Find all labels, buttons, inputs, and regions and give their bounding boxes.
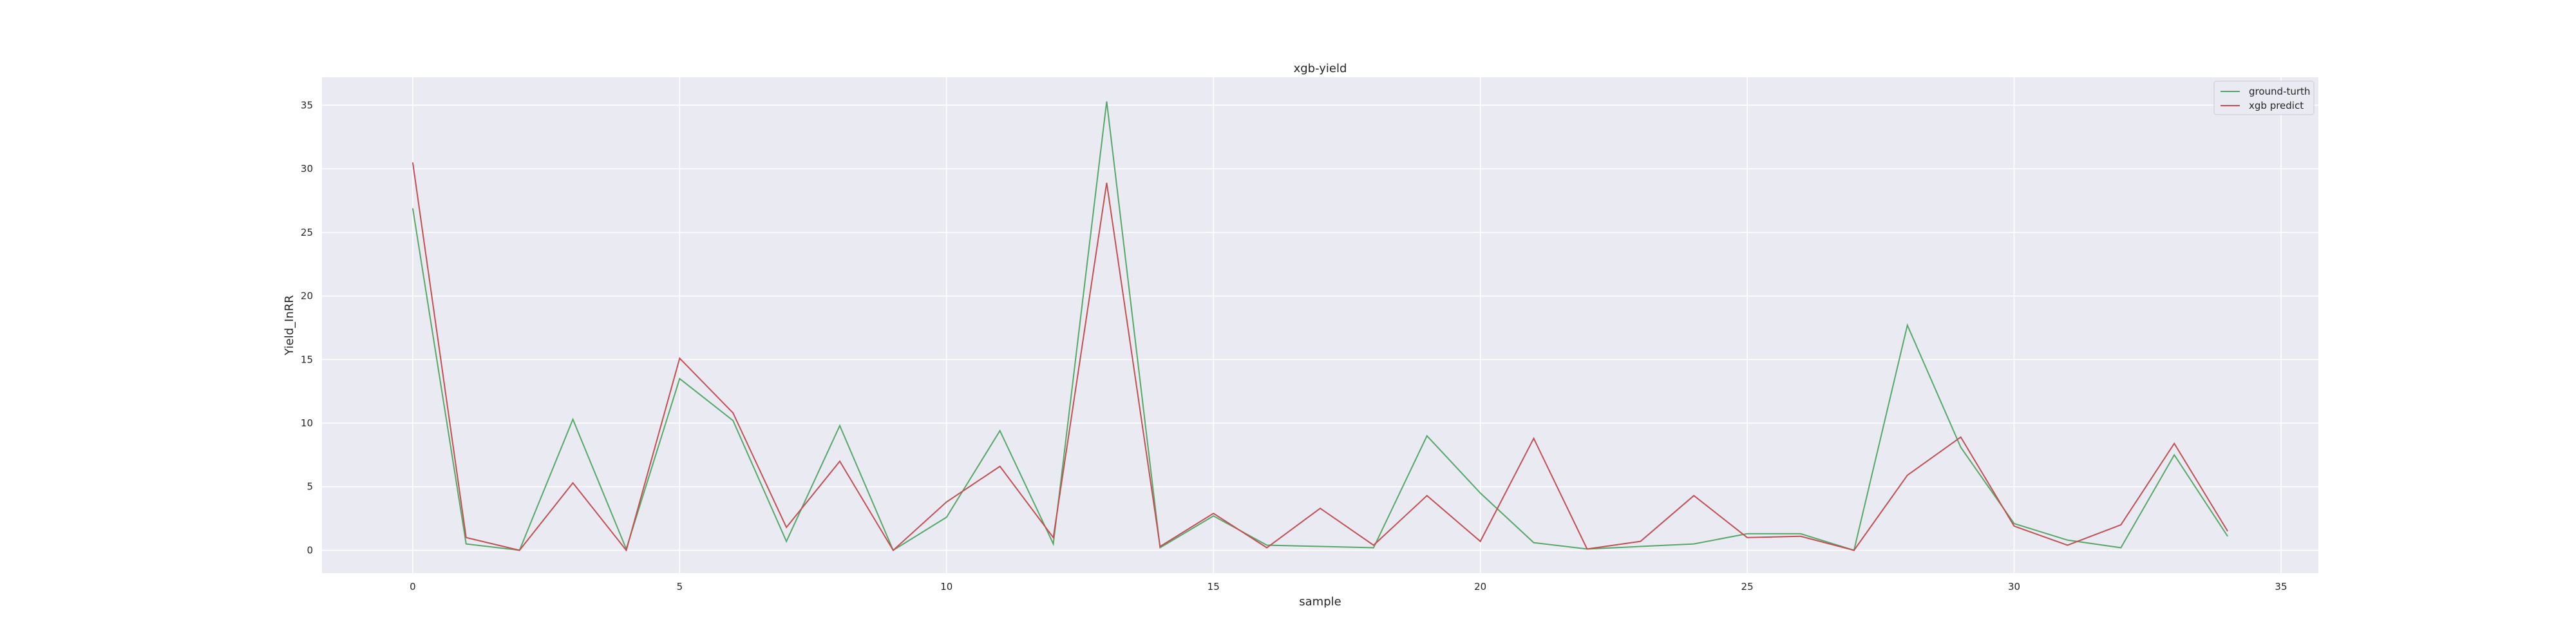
legend-label-xgb-predict: xgb predict [2249,100,2304,111]
y-tick-label: 20 [301,290,313,302]
y-tick-label: 35 [301,99,313,111]
x-tick-label: 5 [677,581,683,592]
y-tick-label: 10 [301,417,313,429]
y-tick-label: 25 [301,227,313,238]
y-tick-labels: 0 5 10 15 20 25 30 35 [301,99,313,556]
x-tick-label: 35 [2275,581,2287,592]
x-tick-label: 10 [940,581,952,592]
legend-label-ground-turth: ground-turth [2249,86,2310,97]
series-line-xgb-predict [412,162,2228,552]
y-tick-label: 0 [307,544,313,556]
x-tick-label: 25 [1741,581,1754,592]
x-tick-label: 20 [1474,581,1486,592]
x-tick-label: 15 [1208,581,1220,592]
chart-title: xgb-yield [1294,62,1347,75]
legend: ground-turth xgb predict [2213,80,2315,115]
y-tick-label: 5 [307,481,313,493]
series-layer [412,101,2228,552]
x-tick-label: 30 [2008,581,2020,592]
x-tick-label: 0 [410,581,416,592]
y-tick-label: 30 [301,163,313,175]
y-tick-label: 15 [301,354,313,365]
x-tick-labels: 0 5 10 15 20 25 30 35 [410,581,2287,592]
x-axis-label: sample [1299,595,1341,609]
series-line-ground-turth [412,101,2228,551]
plot-background [322,77,2318,573]
grid-horizontal [322,104,2318,551]
grid-vertical [412,77,2282,573]
y-axis-label: Yield_InRR [283,295,296,356]
